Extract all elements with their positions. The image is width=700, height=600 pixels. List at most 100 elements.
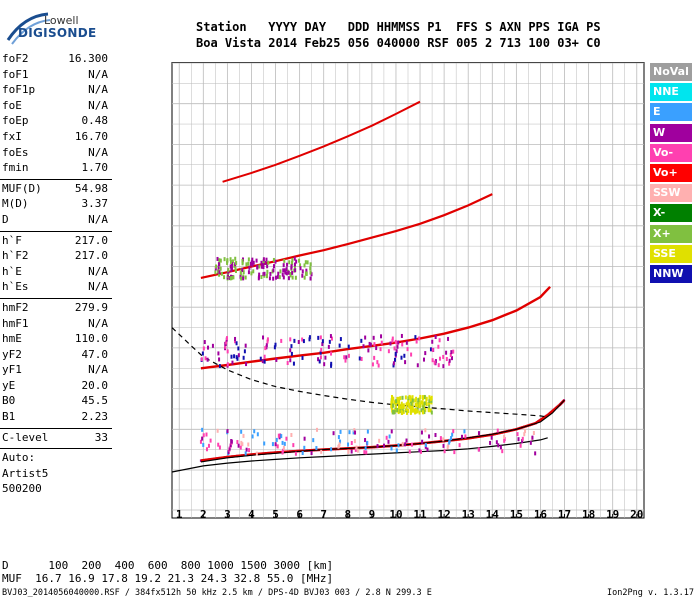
echo-point xyxy=(289,348,292,353)
echo-point xyxy=(404,442,407,447)
echo-point xyxy=(394,339,397,344)
param-label: h`F xyxy=(2,233,22,247)
echo-point xyxy=(418,448,421,453)
echo-point xyxy=(312,438,315,443)
echo-point xyxy=(329,334,332,339)
echo-point xyxy=(447,443,450,448)
echo-point xyxy=(214,270,217,275)
echo-point xyxy=(367,348,370,353)
echo-point xyxy=(274,442,277,447)
echo-point xyxy=(255,258,258,263)
echo-point xyxy=(442,364,445,369)
echo-point xyxy=(429,347,432,352)
echo-point xyxy=(364,438,367,443)
echo-point xyxy=(395,399,398,404)
echo-point xyxy=(226,258,229,263)
echo-point xyxy=(227,267,230,272)
echo-point xyxy=(345,355,348,360)
echo-point xyxy=(445,357,448,362)
header-values: Boa Vista 2014 Feb25 056 040000 RSF 005 … xyxy=(196,36,601,50)
echo-point xyxy=(217,262,220,267)
echo-point xyxy=(392,363,395,368)
echo-point xyxy=(369,342,372,347)
param-value: 0.48 xyxy=(81,114,109,128)
echo-point xyxy=(405,340,408,345)
autoscaler-text: 500200 xyxy=(2,482,42,496)
echo-point xyxy=(373,355,376,360)
param-label: foE xyxy=(2,98,22,112)
echo-point xyxy=(448,358,451,363)
param-value: 45.5 xyxy=(81,394,109,408)
echo-point xyxy=(285,271,288,276)
echo-point xyxy=(264,261,267,265)
echo-point xyxy=(265,257,268,262)
echo-point xyxy=(452,429,455,434)
echo-point xyxy=(204,356,207,361)
echo-point xyxy=(250,271,253,276)
echo-point xyxy=(217,269,220,274)
echo-point xyxy=(231,360,234,365)
divider xyxy=(0,297,112,299)
echo-point xyxy=(337,435,340,440)
legend-item-x-: X+ xyxy=(650,224,692,243)
echo-point xyxy=(226,429,229,434)
footer-file-info: BVJ03_2014056040000.RSF / 384fx512h 50 k… xyxy=(2,588,432,598)
echo-point xyxy=(391,397,394,402)
echo-point xyxy=(395,349,398,354)
echo-point xyxy=(263,271,266,276)
echo-point xyxy=(368,341,371,346)
echo-point xyxy=(418,397,421,402)
echo-point xyxy=(406,347,409,352)
echo-point xyxy=(301,337,304,342)
echo-point xyxy=(309,270,312,275)
echo-point xyxy=(258,264,261,269)
echo-point xyxy=(235,260,238,265)
param-row: h`E N/A xyxy=(0,265,112,281)
echo-point xyxy=(399,405,402,410)
echo-point xyxy=(234,336,237,341)
echo-point xyxy=(233,354,236,359)
echo-point xyxy=(218,258,221,263)
echo-point xyxy=(275,437,278,442)
echo-point xyxy=(407,396,410,401)
echo-point xyxy=(419,449,422,454)
echo-point xyxy=(397,340,400,345)
x-tick-label: 3 xyxy=(224,508,231,520)
echo-point xyxy=(426,447,429,452)
echo-point xyxy=(266,337,269,342)
echo-point xyxy=(407,399,410,404)
echo-point xyxy=(371,362,374,367)
echo-point xyxy=(227,450,230,455)
echo-point xyxy=(223,275,226,280)
echo-point xyxy=(442,443,445,448)
x-tick-label: 4 xyxy=(248,508,255,520)
x-tick-label: 20 xyxy=(630,508,643,520)
param-value: N/A xyxy=(88,145,108,159)
echo-point xyxy=(291,258,294,263)
echo-point xyxy=(263,359,266,364)
echo-point xyxy=(220,271,223,276)
echo-point xyxy=(305,268,308,273)
legend-item-vo-: Vo+ xyxy=(650,163,692,182)
echo-point xyxy=(356,448,359,453)
x-tick-label: 12 xyxy=(437,508,450,520)
x-tick-label: 17 xyxy=(558,508,571,520)
echo-point xyxy=(388,434,391,439)
f2-4hop-trace xyxy=(222,100,421,183)
param-label: foEp xyxy=(2,114,29,128)
echo-point xyxy=(319,355,322,360)
echo-point xyxy=(422,402,425,407)
param-label: foF1 xyxy=(2,67,29,81)
echo-point xyxy=(477,447,480,452)
echo-point xyxy=(290,432,293,437)
echo-point xyxy=(268,276,271,281)
echo-point xyxy=(339,439,342,444)
echo-point xyxy=(338,343,341,348)
echo-point xyxy=(201,351,204,356)
echo-point xyxy=(424,351,427,356)
param-value: N/A xyxy=(88,98,108,112)
echo-point xyxy=(291,270,294,275)
echo-point xyxy=(286,361,289,366)
echo-point xyxy=(309,276,312,281)
param-row: hmE 110.0 xyxy=(0,332,112,348)
